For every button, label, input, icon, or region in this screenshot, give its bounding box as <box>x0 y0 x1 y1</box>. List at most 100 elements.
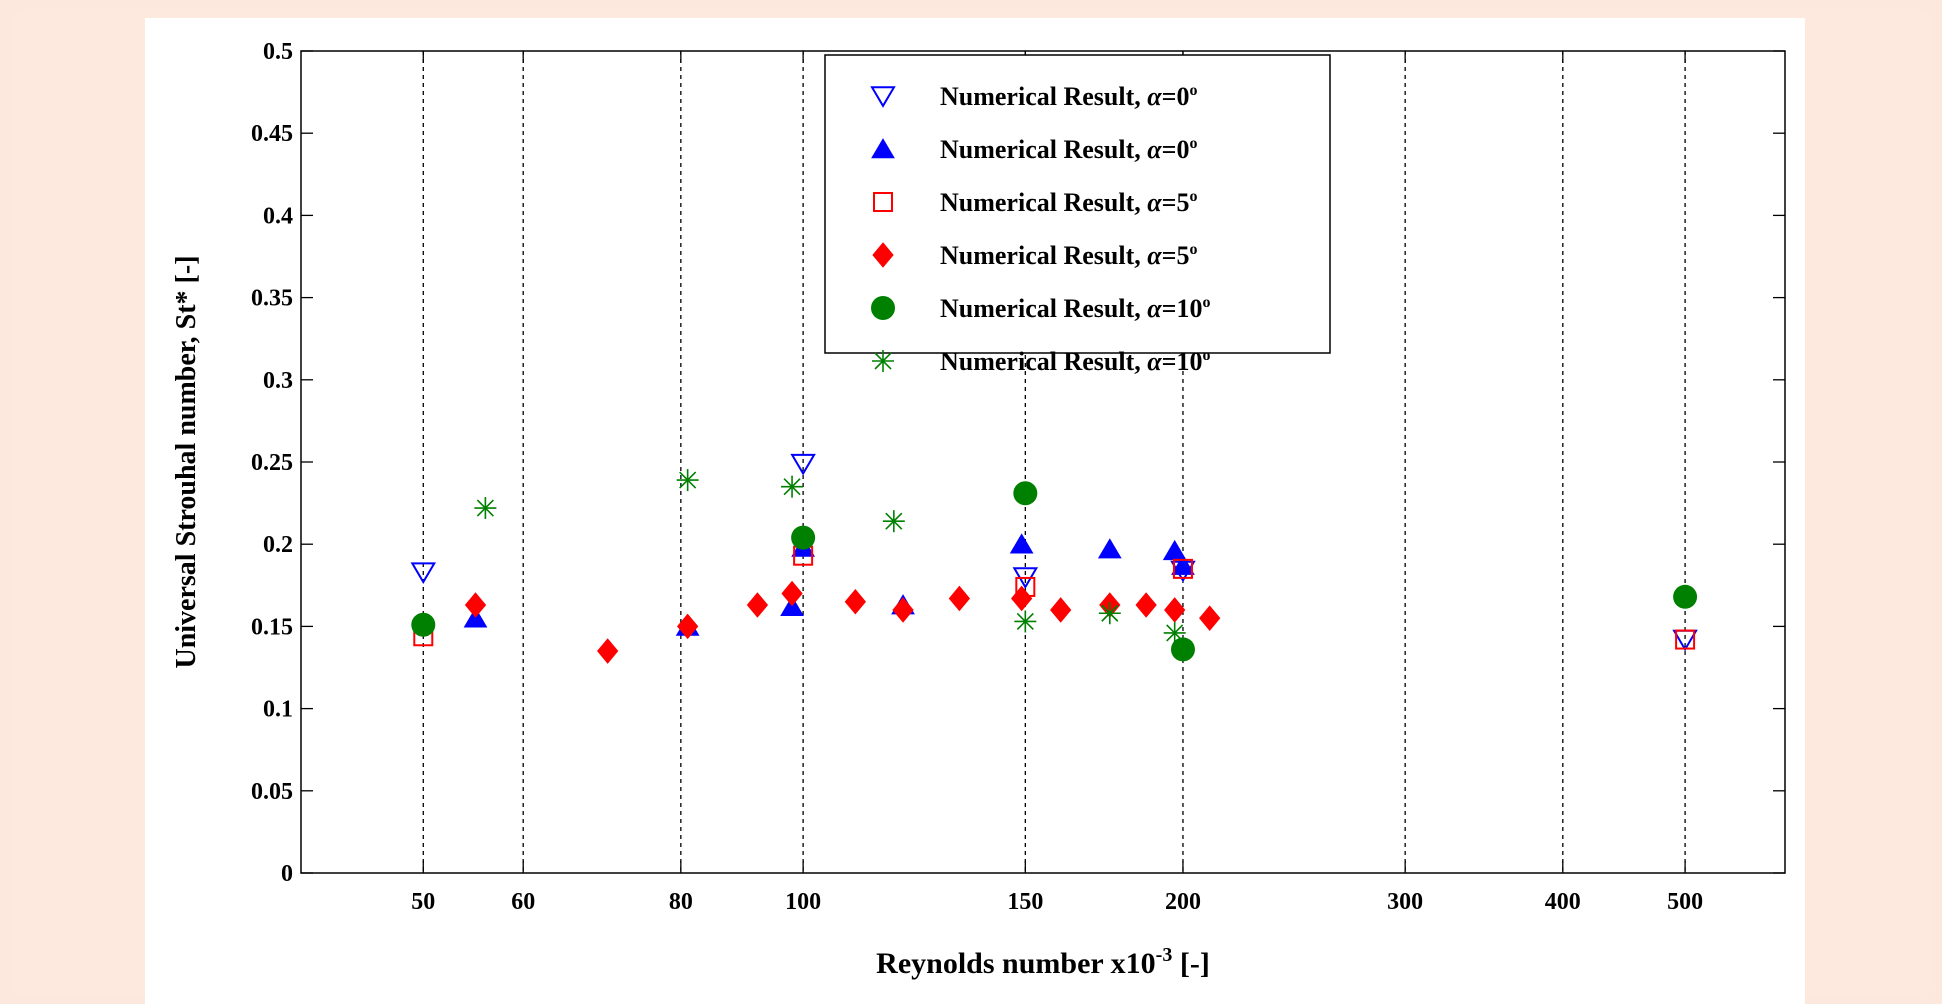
x-tick-label: 500 <box>1667 889 1703 915</box>
marker-shape <box>1675 629 1696 650</box>
marker-shape <box>871 296 895 320</box>
y-tick-label: 0.1 <box>263 697 293 723</box>
marker-stroke <box>1101 604 1119 622</box>
scatter-chart: 0 0.05 0.1 0.15 0.2 0.25 0.3 0.35 0.4 0.45 0.5 50 60… <box>171 39 1786 980</box>
data-point <box>1097 538 1122 559</box>
data-point <box>1163 621 1186 644</box>
legend-marker <box>872 350 894 372</box>
series-5 <box>411 481 1698 662</box>
marker-shape <box>1172 558 1193 579</box>
y-tick-label: 0.35 <box>251 286 293 312</box>
data-point <box>781 580 803 607</box>
series-2 <box>463 533 1195 636</box>
data-point <box>474 497 497 520</box>
marker-shape <box>676 613 699 640</box>
legend-marker <box>872 242 894 268</box>
y-tick-label: 0.45 <box>251 121 293 147</box>
data-point <box>676 613 699 640</box>
legend-label: Numerical Result, α=10o <box>940 347 1210 376</box>
y-tick-label: 0 <box>281 861 293 887</box>
data-point <box>1050 597 1072 623</box>
y-tick-label: 0.4 <box>263 203 293 229</box>
marker-shape <box>892 597 914 623</box>
marker-stroke <box>679 471 697 489</box>
data-point <box>882 510 905 533</box>
marker-stroke <box>874 352 892 370</box>
marker-shape <box>871 138 895 159</box>
marker-shape <box>1199 605 1221 631</box>
data-point <box>790 453 816 476</box>
marker-shape <box>791 525 816 550</box>
y-axis-label: Universal Strouhal number, St* [-] <box>171 255 202 668</box>
marker-shape <box>464 592 487 618</box>
legend-label: Numerical Result, α=5o <box>940 188 1197 217</box>
data-point <box>1172 558 1193 579</box>
marker-shape <box>746 592 769 618</box>
marker-shape <box>1135 592 1157 618</box>
data-point <box>411 612 436 637</box>
marker-shape <box>790 453 816 476</box>
data-point <box>892 597 914 623</box>
marker-shape <box>410 562 437 585</box>
marker-shape <box>781 580 803 607</box>
marker-stroke <box>1016 612 1034 631</box>
legend: Numerical Result, α=0o Numerical Result, … <box>824 54 1331 376</box>
marker-shape <box>411 612 436 637</box>
marker-shape <box>872 242 894 268</box>
marker-stroke <box>476 499 494 517</box>
marker-shape <box>1013 481 1038 506</box>
marker-shape <box>597 638 619 664</box>
marker-shape <box>948 585 971 612</box>
data-point <box>1675 629 1696 650</box>
y-tick-label: 0.3 <box>263 368 293 394</box>
legend-marker <box>873 192 893 212</box>
data-point <box>1135 592 1157 618</box>
legend-box <box>824 54 1331 354</box>
x-tick-label: 200 <box>1165 889 1201 915</box>
marker-shape <box>844 588 867 615</box>
marker-shape <box>873 192 893 212</box>
data-point <box>746 592 769 618</box>
x-tick-label: 300 <box>1387 889 1423 915</box>
marker-shape <box>1011 585 1033 612</box>
data-point <box>844 588 867 615</box>
marker-shape <box>870 86 896 108</box>
x-tick-label: 50 <box>411 889 435 915</box>
x-tick-label: 100 <box>785 889 821 915</box>
series-6 <box>474 469 1186 644</box>
y-tick-label: 0.2 <box>263 532 293 558</box>
marker-shape <box>1164 597 1186 623</box>
y-tick-label: 0.05 <box>251 779 293 805</box>
data-point <box>1171 554 1195 575</box>
data-point <box>948 585 971 612</box>
y-tick-label: 0.15 <box>251 614 293 640</box>
data-point <box>1009 533 1034 554</box>
marker-shape <box>1171 554 1195 575</box>
y-tick-label: 0.5 <box>263 39 293 65</box>
y-tick-label: 0.25 <box>251 450 293 476</box>
data-point <box>1098 602 1121 625</box>
marker-shape <box>1170 637 1195 662</box>
data-point <box>1673 584 1698 609</box>
data-point <box>1199 605 1221 631</box>
data-point <box>1170 637 1195 662</box>
legend-label: Numerical Result, α=5o <box>940 241 1197 270</box>
series-4 <box>464 580 1221 664</box>
data-point <box>410 562 437 585</box>
marker-stroke <box>783 478 801 496</box>
legend-label: Numerical Result, α=0o <box>940 135 1197 164</box>
data-point <box>464 592 487 618</box>
legend-marker <box>871 296 895 320</box>
data-point <box>1011 585 1033 612</box>
data-point <box>1014 610 1037 633</box>
legend-marker <box>870 86 896 108</box>
series-3 <box>413 545 1696 650</box>
marker-shape <box>1009 533 1034 554</box>
x-tick-label: 400 <box>1545 889 1581 915</box>
legend-label: Numerical Result, α=0o <box>940 82 1197 111</box>
marker-shape <box>1050 597 1072 623</box>
data-point <box>791 525 816 550</box>
x-tick-label: 80 <box>669 889 693 915</box>
marker-shape <box>1097 538 1122 559</box>
legend-marker <box>871 138 895 159</box>
